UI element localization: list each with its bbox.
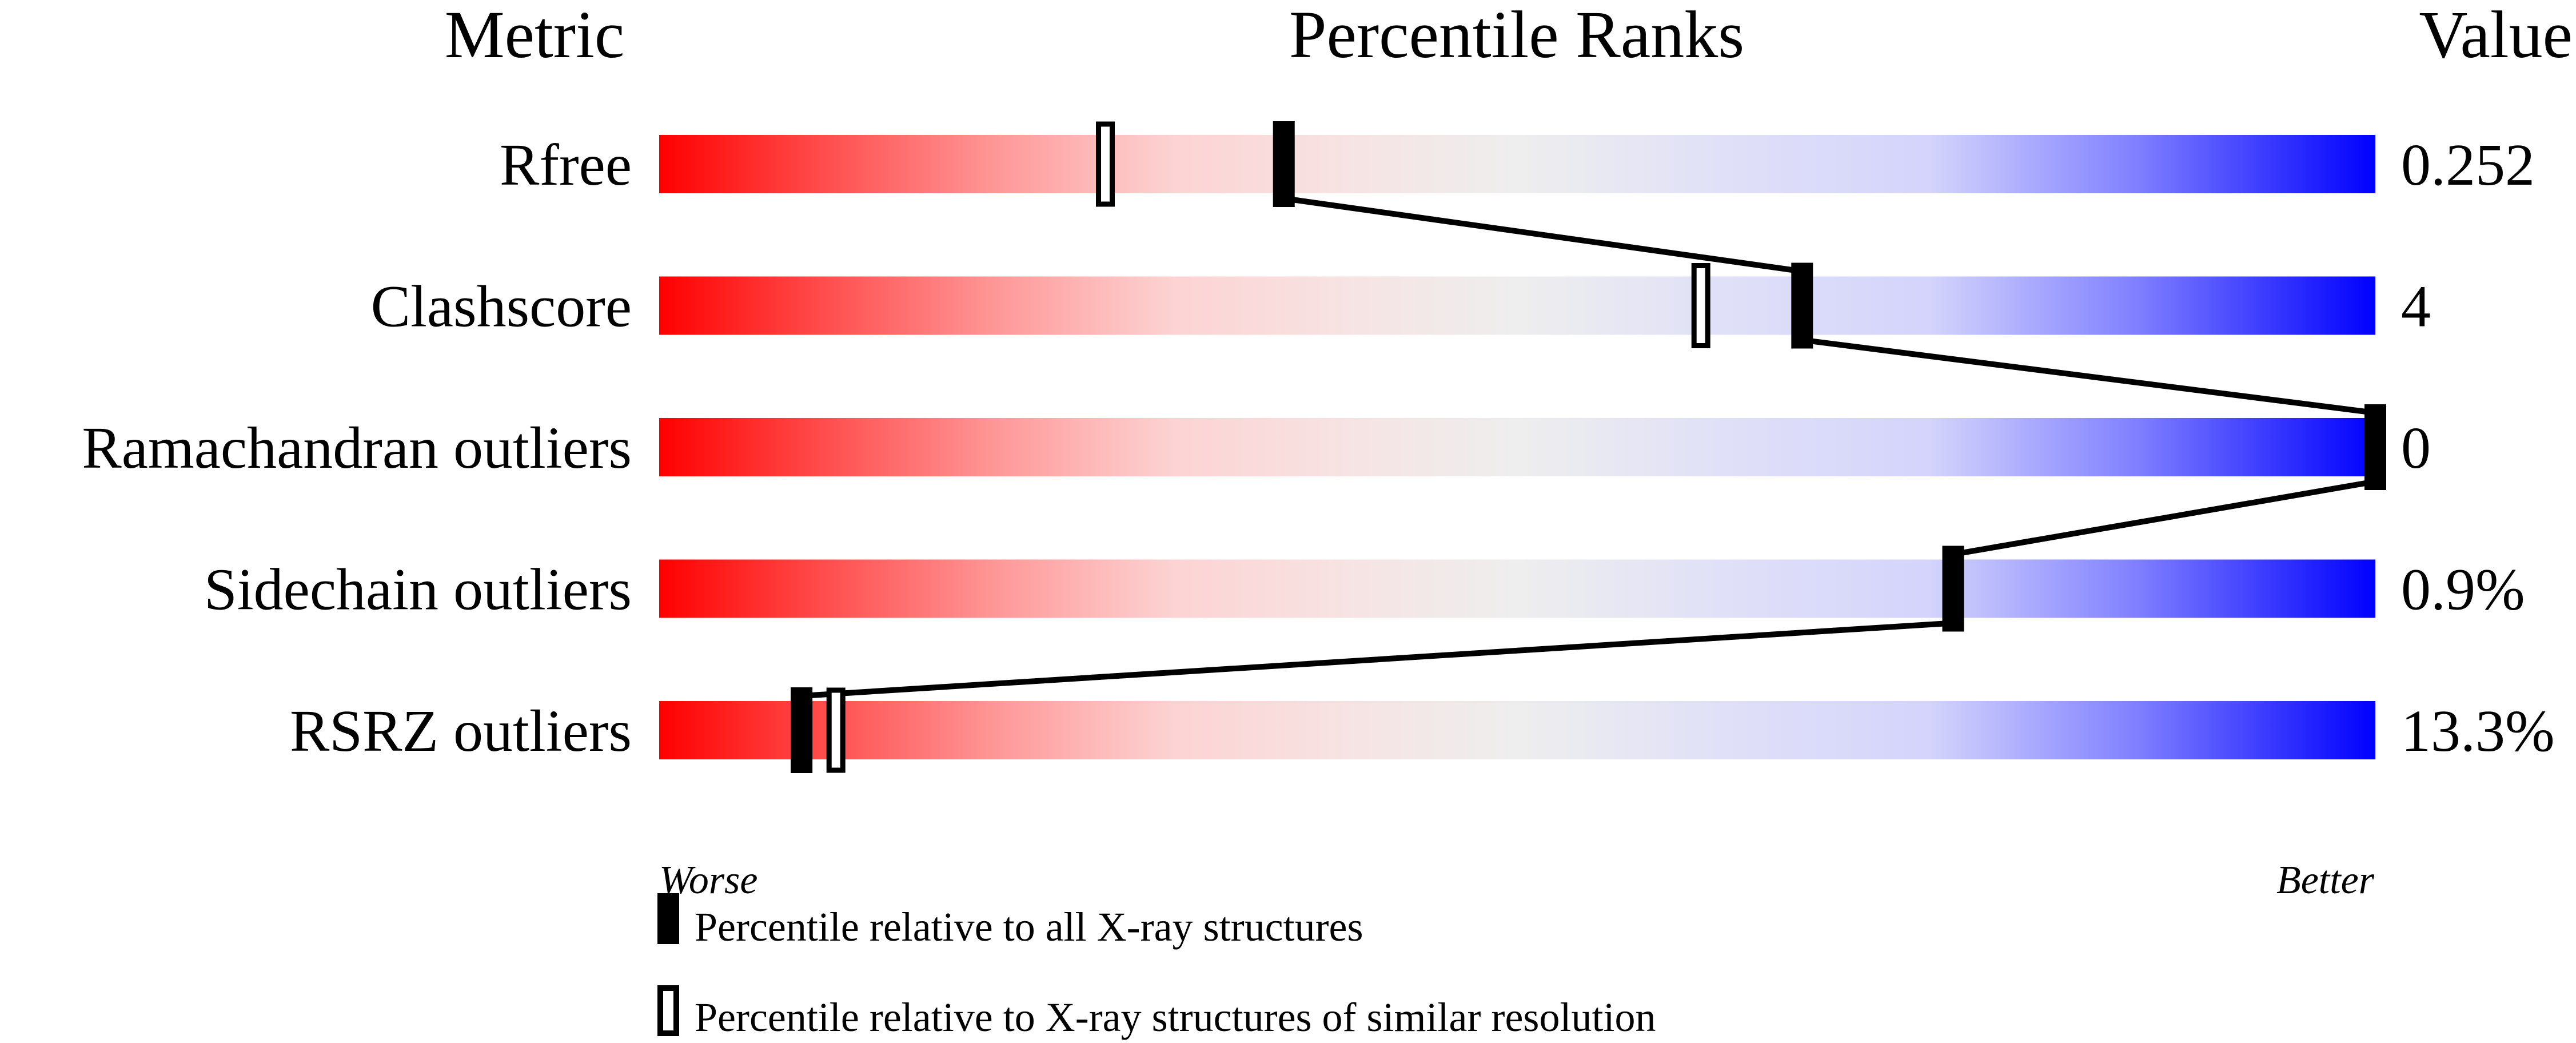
metric-label: Rfree	[500, 132, 632, 198]
metric-value: 4	[2401, 274, 2431, 340]
marker-all-structures	[1942, 546, 1964, 632]
metric-label: RSRZ outliers	[290, 698, 632, 764]
metric-label: Ramachandran outliers	[82, 415, 632, 481]
marker-all-structures	[2364, 404, 2386, 490]
marker-all-structures	[1273, 121, 1295, 207]
marker-similar-resolution	[1691, 263, 1710, 348]
legend-all-label: Percentile relative to all X-ray structu…	[695, 904, 1363, 950]
legend-similar-label: Percentile relative to X-ray structures …	[695, 994, 1656, 1040]
percentile-bar	[659, 418, 2375, 476]
legend-filled-marker-icon	[657, 893, 679, 944]
marker-all-structures	[1791, 262, 1813, 349]
header-value: Value	[2419, 0, 2573, 72]
percentile-bar	[659, 701, 2375, 759]
percentile-bar	[659, 559, 2375, 618]
marker-all-structures	[791, 687, 813, 773]
metric-label: Sidechain outliers	[204, 557, 632, 623]
header-metric: Metric	[445, 0, 625, 72]
legend-open-marker-icon	[657, 985, 679, 1036]
metric-value: 0.9%	[2401, 557, 2525, 623]
metric-value: 13.3%	[2401, 698, 2555, 764]
percentile-bar	[659, 276, 2375, 335]
metric-value: 0.252	[2401, 132, 2535, 198]
metric-value: 0	[2401, 415, 2431, 481]
metric-label: Clashscore	[371, 274, 632, 340]
percentile-bar	[659, 135, 2375, 193]
axis-better-label: Better	[2276, 858, 2375, 902]
marker-similar-resolution	[1096, 121, 1115, 207]
marker-similar-resolution	[826, 687, 846, 773]
header-percentile-ranks: Percentile Ranks	[1289, 0, 1744, 72]
